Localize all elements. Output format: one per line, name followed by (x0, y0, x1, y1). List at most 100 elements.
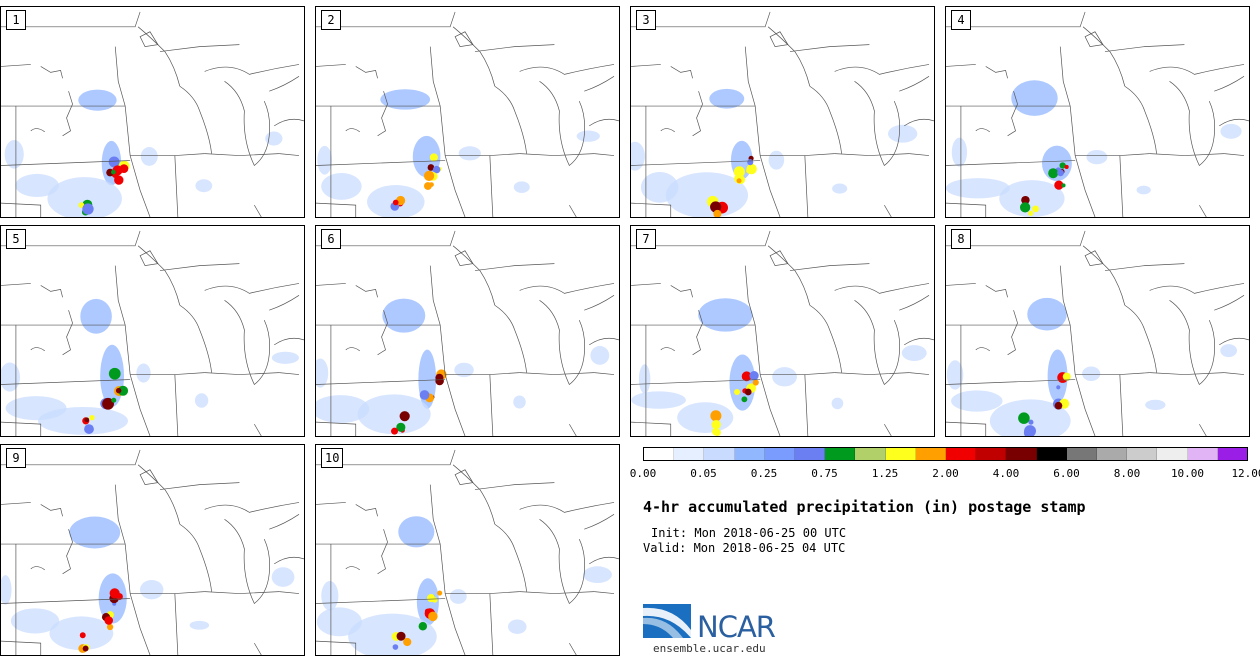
map-boundary (1149, 153, 1225, 156)
map-boundary (204, 283, 300, 294)
storm-cell (710, 201, 722, 213)
storm-cell (428, 611, 438, 622)
precipitation-area (357, 394, 431, 435)
map-boundary (445, 591, 520, 594)
color-scale-tick-label: 0.75 (811, 467, 838, 480)
map-boundary (316, 283, 346, 286)
map-boundary (454, 31, 474, 48)
storm-cell (427, 164, 435, 171)
map-boundary (584, 76, 615, 92)
map-boundary (904, 118, 934, 127)
storm-cell (752, 379, 759, 386)
map-boundary (204, 64, 300, 75)
map-boundary (179, 85, 212, 154)
map-boundary (946, 202, 987, 217)
map-boundary (1199, 423, 1207, 436)
map-boundary (254, 204, 262, 217)
map-panel-9: 9 (0, 444, 305, 656)
map-boundary (1104, 263, 1185, 271)
storm-cell (741, 371, 752, 382)
map-boundary (345, 566, 360, 571)
color-scale-segment (1006, 448, 1037, 460)
map-boundary (1, 283, 31, 286)
map-boundary (1059, 265, 1096, 436)
map-boundary (204, 153, 280, 156)
map-boundary (137, 245, 181, 306)
precipitation-area (195, 179, 213, 193)
map-boundary (1119, 155, 1124, 217)
precipitation-area (449, 589, 467, 604)
precipitation-area (321, 580, 339, 611)
color-scale-segment (1097, 448, 1128, 460)
map-boundary (985, 66, 1008, 79)
precipitation-area (887, 124, 918, 143)
precipitation-area (5, 396, 67, 421)
storm-cell (746, 167, 753, 174)
storm-cell (391, 427, 399, 435)
map-boundary (114, 484, 151, 655)
map-boundary (1, 230, 141, 247)
storm-cell (429, 153, 438, 162)
map-boundary (279, 591, 300, 594)
map-boundary (1082, 245, 1126, 306)
map-boundary (279, 153, 300, 156)
map-boundary (1, 64, 31, 67)
color-scale-segment (855, 448, 886, 460)
map-boundary (1, 379, 131, 385)
ncar-logo-icon (643, 604, 691, 638)
map-boundary (804, 374, 809, 436)
storm-cell (392, 199, 399, 206)
color-scale-segment (674, 448, 705, 460)
precipitation-area (136, 363, 151, 383)
precipitation-area (271, 351, 299, 364)
map-boundary (174, 155, 179, 217)
map-boundary (345, 347, 360, 352)
storm-cell (713, 209, 722, 217)
storm-cell (108, 156, 120, 168)
panel-number: 5 (6, 229, 26, 249)
map-boundary (804, 155, 809, 217)
precipitation-area (189, 620, 210, 630)
map-boundary (670, 285, 693, 298)
map-boundary (631, 202, 672, 217)
map-boundary (40, 504, 63, 517)
precipitation-area (638, 364, 651, 394)
precipitation-area (631, 141, 645, 171)
map-boundary (1059, 46, 1096, 217)
precipitation-area (772, 367, 797, 387)
map-boundary (946, 379, 1076, 385)
map-boundary (1149, 64, 1245, 75)
storm-cell (1019, 202, 1031, 213)
map-boundary (569, 423, 577, 436)
map-panel-5: 5 (0, 225, 305, 437)
map-boundary (1, 11, 141, 28)
map-boundary (30, 128, 45, 133)
map-boundary (1214, 295, 1245, 311)
storm-cell (749, 370, 759, 381)
map-panel-7: 7 (630, 225, 935, 437)
map-boundary (660, 347, 675, 352)
map-boundary (834, 153, 910, 156)
color-scale-segment (644, 448, 675, 460)
precipitation-area (271, 567, 295, 587)
panel-number: 6 (321, 229, 341, 249)
map-boundary (30, 566, 45, 571)
map-boundary (137, 464, 181, 525)
color-scale-segment (1127, 448, 1158, 460)
storm-cell (108, 367, 121, 380)
map-boundary (744, 265, 781, 436)
map-boundary (316, 11, 456, 28)
storm-cell (114, 175, 124, 185)
precipitation-area (576, 130, 600, 142)
map-panel-6: 6 (315, 225, 620, 437)
storm-cell (109, 588, 120, 599)
map-boundary (975, 347, 990, 352)
precipitation-area (729, 354, 756, 411)
precipitation-map (316, 230, 619, 436)
color-scale-segment (1066, 448, 1098, 460)
map-boundary (1, 502, 31, 505)
map-boundary (1219, 337, 1249, 346)
map-boundary (1224, 153, 1245, 156)
precipitation-area (317, 145, 332, 175)
precipitation-area (1011, 80, 1058, 116)
